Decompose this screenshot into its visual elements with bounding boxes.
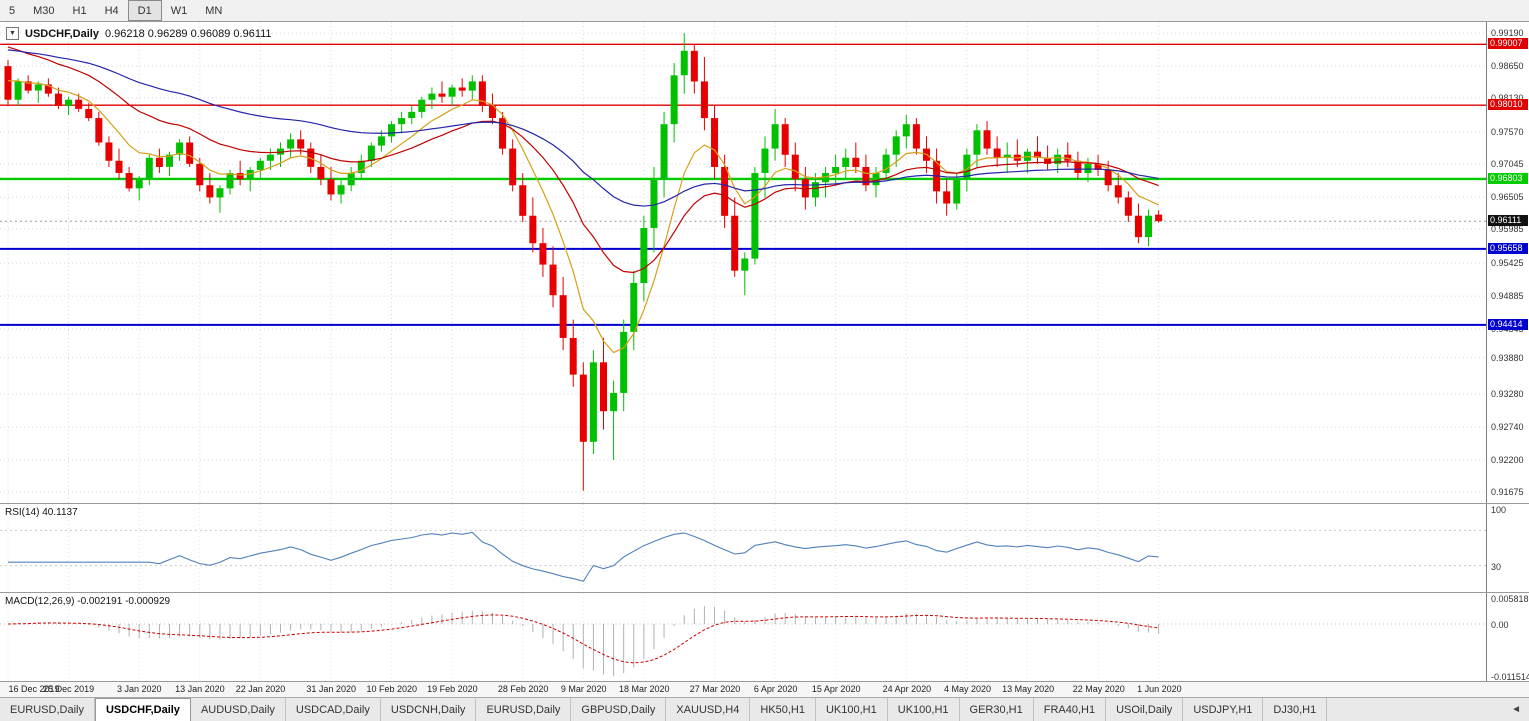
macd-tick-label: 0.00 bbox=[1491, 620, 1509, 630]
tab-scroll-left-icon[interactable]: ◄ bbox=[1511, 704, 1521, 715]
price-tick-label: 0.92200 bbox=[1491, 455, 1524, 466]
chart-tab-hk50[interactable]: HK50,H1 bbox=[750, 698, 816, 721]
timeframe-toolbar: 5 M30 H1 H4 D1 W1 MN bbox=[0, 0, 1529, 22]
price-level-tag: 0.94414 bbox=[1488, 318, 1528, 330]
date-label: 9 Mar 2020 bbox=[560, 684, 607, 694]
date-label: 4 May 2020 bbox=[943, 684, 992, 694]
chart-dropdown-icon[interactable]: ▼ bbox=[6, 27, 19, 40]
timeframe-button-h4[interactable]: H4 bbox=[104, 4, 119, 17]
chart-tab-fra40[interactable]: FRA40,H1 bbox=[1034, 698, 1107, 721]
timeframe-button-m30[interactable]: M30 bbox=[33, 4, 55, 17]
chart-tab-bar: EURUSD,Daily USDCHF,Daily AUDUSD,Daily USDC… bbox=[0, 697, 1529, 721]
chart-tab-gbpusd[interactable]: GBPUSD,Daily bbox=[571, 698, 667, 721]
price-tick-label: 0.98650 bbox=[1491, 61, 1524, 71]
timeframe-button-w1[interactable]: W1 bbox=[170, 4, 188, 17]
date-label: 22 May 2020 bbox=[1072, 684, 1125, 694]
price-tick-label: 0.97570 bbox=[1491, 127, 1524, 137]
date-label: 25 Dec 2019 bbox=[43, 684, 95, 694]
date-label: 19 Feb 2020 bbox=[427, 684, 478, 694]
chart-tab-xauusd[interactable]: XAUUSD,H4 bbox=[666, 698, 751, 721]
price-tick-label: 0.91675 bbox=[1491, 487, 1524, 498]
chart-tab-ger30[interactable]: GER30,H1 bbox=[960, 698, 1034, 721]
price-chart-panel: ▼ USDCHF,Daily 0.96218 0.96289 0.96089 0… bbox=[0, 22, 1529, 503]
price-level-tag: 0.95658 bbox=[1488, 242, 1528, 254]
rsi-indicator-label: RSI(14) 40.1137 bbox=[5, 507, 78, 518]
chart-tab-usdcad[interactable]: USDCAD,Daily bbox=[286, 698, 381, 721]
price-level-tag: 0.99007 bbox=[1488, 38, 1528, 50]
date-label: 22 Jan 2020 bbox=[235, 684, 286, 694]
chart-tab-usdcnh[interactable]: USDCNH,Daily bbox=[381, 698, 477, 721]
current-price-tag: 0.96111 bbox=[1488, 215, 1528, 227]
rsi-chart[interactable] bbox=[0, 504, 1487, 592]
price-tick-label: 0.99190 bbox=[1491, 28, 1524, 38]
chart-tab-eurusd[interactable]: EURUSD,Daily bbox=[0, 698, 95, 721]
chart-title: ▼ USDCHF,Daily 0.96218 0.96289 0.96089 0… bbox=[6, 27, 272, 40]
price-tick-label: 0.95985 bbox=[1491, 223, 1524, 234]
rsi-tick-label: 30 bbox=[1491, 561, 1502, 572]
price-tick-label: 0.97045 bbox=[1491, 159, 1524, 170]
chart-tab-usoil[interactable]: USOil,Daily bbox=[1106, 698, 1184, 721]
date-label: 1 Jun 2020 bbox=[1137, 684, 1182, 694]
price-tick-label: 0.94885 bbox=[1491, 291, 1524, 302]
price-level-tag: 0.96803 bbox=[1488, 172, 1528, 184]
price-tick-label: 0.93280 bbox=[1491, 389, 1524, 400]
timeframe-button-mn[interactable]: MN bbox=[205, 4, 223, 17]
date-label: 15 Apr 2020 bbox=[811, 684, 861, 694]
chart-tab-eurusd[interactable]: EURUSD,Daily bbox=[476, 698, 572, 721]
timeframe-button-5[interactable]: 5 bbox=[9, 4, 16, 17]
chart-tab-usdchf[interactable]: USDCHF,Daily bbox=[94, 698, 191, 721]
date-label: 13 Jan 2020 bbox=[175, 684, 225, 694]
chart-tab-uk100[interactable]: UK100,H1 bbox=[888, 698, 960, 721]
price-tick-label: 0.93880 bbox=[1491, 352, 1524, 363]
rsi-tick-label: 100 bbox=[1491, 505, 1507, 515]
date-label: 31 Jan 2020 bbox=[306, 684, 356, 694]
timeframe-button-d1[interactable]: D1 bbox=[127, 0, 162, 21]
chart-tab-usdjpy[interactable]: USDJPY,H1 bbox=[1183, 698, 1264, 721]
macd-panel: MACD(12,26,9) -0.002191 -0.000929 0.0058… bbox=[0, 592, 1529, 682]
date-label: 3 Jan 2020 bbox=[117, 684, 162, 694]
date-label: 24 Apr 2020 bbox=[882, 684, 932, 694]
rsi-panel: RSI(14) 40.1137 100 30 bbox=[0, 503, 1529, 592]
macd-tick-label: 0.005818 bbox=[1491, 594, 1529, 604]
chart-symbol-label: USDCHF,Daily bbox=[25, 27, 99, 40]
date-label: 16 Dec 2019 bbox=[8, 684, 60, 694]
macd-chart[interactable] bbox=[0, 593, 1487, 681]
macd-indicator-label: MACD(12,26,9) -0.002191 -0.000929 bbox=[5, 596, 171, 607]
date-label: 13 May 2020 bbox=[1002, 684, 1055, 694]
date-label: 6 Apr 2020 bbox=[753, 684, 798, 694]
price-tick-label: 0.95425 bbox=[1491, 258, 1524, 269]
price-tick-label: 0.98130 bbox=[1491, 92, 1524, 103]
date-label: 10 Feb 2020 bbox=[366, 684, 418, 694]
macd-tick-label: -0.011514 bbox=[1491, 672, 1529, 682]
chart-tab-dj30[interactable]: DJ30,H1 bbox=[1263, 698, 1328, 721]
date-label: 18 Mar 2020 bbox=[619, 684, 670, 694]
date-label: 27 Mar 2020 bbox=[689, 684, 741, 694]
date-axis: 16 Dec 2019 25 Dec 2019 3 Jan 2020 13 Jan 2… bbox=[0, 681, 1529, 697]
chart-tab-uk100[interactable]: UK100,H1 bbox=[816, 698, 888, 721]
candlestick-chart[interactable] bbox=[0, 22, 1487, 503]
chart-tab-audusd[interactable]: AUDUSD,Daily bbox=[191, 698, 286, 721]
date-label: 28 Feb 2020 bbox=[497, 684, 549, 694]
price-tick-label: 0.92740 bbox=[1491, 422, 1524, 433]
price-tick-label: 0.96505 bbox=[1491, 192, 1524, 203]
chart-ohlc-label: 0.96218 0.96289 0.96089 0.96111 bbox=[104, 27, 272, 40]
price-level-tag: 0.98010 bbox=[1488, 99, 1528, 111]
timeframe-button-h1[interactable]: H1 bbox=[72, 4, 87, 17]
